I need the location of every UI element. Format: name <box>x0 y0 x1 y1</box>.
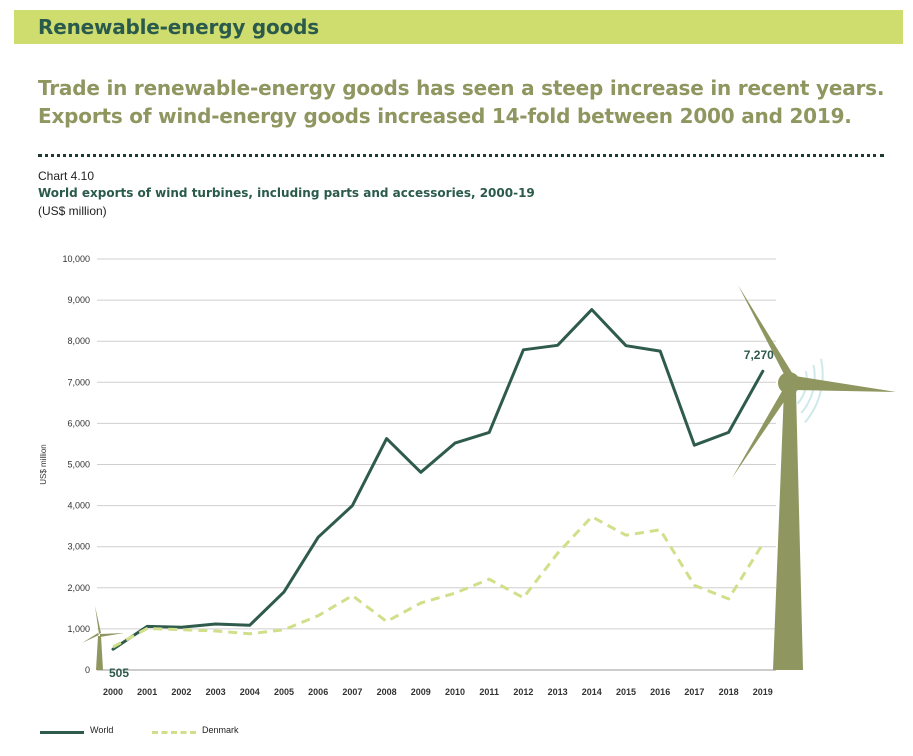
data-label-world-2019: 7,270 <box>744 348 774 362</box>
x-tick-label-2016: 2016 <box>650 687 670 697</box>
data-label-world-2000: 505 <box>109 666 129 680</box>
headline: Trade in renewable-energy goods has seen… <box>38 74 898 130</box>
series-line-denmark <box>112 515 765 649</box>
y-tick-label-7000: 7,000 <box>67 377 90 387</box>
x-tick-label-2010: 2010 <box>445 687 465 697</box>
x-tick-label-2013: 2013 <box>548 687 568 697</box>
x-tick-label-2018: 2018 <box>719 687 739 697</box>
legend-swatch-world <box>40 731 84 734</box>
wind-wave-arc <box>804 358 824 424</box>
y-tick-label-6000: 6,000 <box>67 418 90 428</box>
small-turbine-tower <box>96 636 103 670</box>
large-turbine-blade <box>794 376 896 392</box>
section-banner: Renewable-energy goods <box>14 10 903 44</box>
small-turbine-blade <box>95 606 101 634</box>
x-tick-label-2014: 2014 <box>582 687 602 697</box>
x-tick-label-2005: 2005 <box>274 687 294 697</box>
grid-layer <box>97 258 776 671</box>
x-tick-label-2000: 2000 <box>103 687 123 697</box>
wind-wave-arc <box>800 364 816 414</box>
legend-label-world: World <box>90 725 114 735</box>
x-tick-label-2011: 2011 <box>479 687 499 697</box>
series-layer <box>111 308 765 651</box>
small-turbine-blade <box>82 633 99 643</box>
large-turbine-hub <box>778 372 800 394</box>
legend-swatch-denmark <box>152 731 196 734</box>
x-tick-label-2001: 2001 <box>137 687 157 697</box>
dotted-divider <box>38 154 884 157</box>
large-turbine-blade <box>738 285 794 378</box>
x-tick-label-2006: 2006 <box>308 687 328 697</box>
x-tick-label-2007: 2007 <box>342 687 362 697</box>
x-tick-label-2017: 2017 <box>684 687 704 697</box>
x-tick-label-2002: 2002 <box>171 687 191 697</box>
headline-line-2: Exports of wind-energy goods increased 1… <box>38 104 852 128</box>
label-layer: 0 1,000 2,000 3,000 4,000 5,000 6,000 7,000 8,00… <box>39 254 774 697</box>
y-tick-label-9000: 9,000 <box>67 295 90 305</box>
x-tick-label-2009: 2009 <box>411 687 431 697</box>
y-tick-label-2000: 2,000 <box>67 583 90 593</box>
headline-line-1: Trade in renewable-energy goods has seen… <box>38 76 885 100</box>
y-tick-label-0: 0 <box>85 665 90 675</box>
y-tick-label-1000: 1,000 <box>67 624 90 634</box>
y-tick-label-3000: 3,000 <box>67 542 90 552</box>
y-tick-label-4000: 4,000 <box>67 501 90 511</box>
y-tick-label-5000: 5,000 <box>67 460 90 470</box>
y-tick-label-10000: 10,000 <box>62 254 90 264</box>
large-turbine-blade <box>732 386 792 478</box>
y-axis-label: US$ million <box>39 444 48 484</box>
banner-title: Renewable-energy goods <box>38 15 319 39</box>
x-tick-label-2019: 2019 <box>753 687 773 697</box>
y-tick-label-8000: 8,000 <box>67 336 90 346</box>
x-tick-label-2003: 2003 <box>206 687 226 697</box>
x-tick-label-2015: 2015 <box>616 687 636 697</box>
x-tick-label-2004: 2004 <box>240 687 260 697</box>
small-wind-turbine-icon <box>82 606 124 670</box>
x-tick-label-2012: 2012 <box>513 687 533 697</box>
x-tick-label-2008: 2008 <box>377 687 397 697</box>
chart-unit: (US$ million) <box>38 204 107 218</box>
large-wind-turbine-icon <box>732 285 896 670</box>
chart-number: Chart 4.10 <box>38 169 95 183</box>
legend-label-denmark: Denmark <box>202 725 239 735</box>
series-line-world <box>111 308 765 651</box>
chart-title: World exports of wind turbines, includin… <box>38 186 535 200</box>
large-turbine-tower <box>773 390 803 670</box>
small-turbine-blade <box>100 633 124 637</box>
